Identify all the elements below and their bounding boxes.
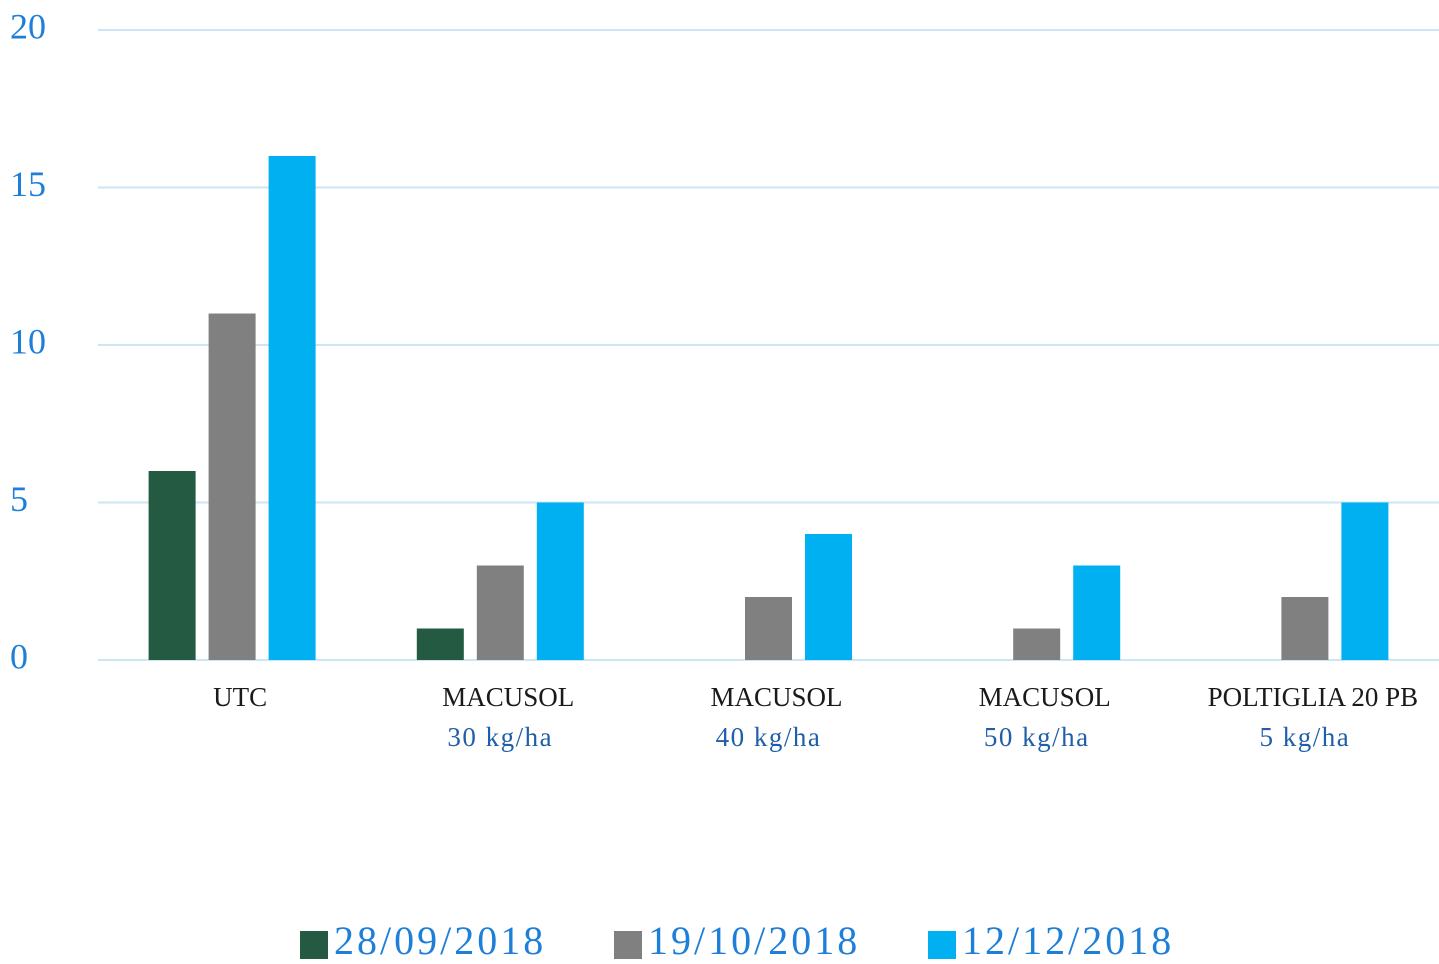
y-tick-label: 20	[10, 6, 46, 46]
bar	[536, 502, 584, 660]
y-tick-label: 0	[10, 636, 28, 676]
legend-label: 19/10/2018	[648, 918, 860, 963]
legend-label: 12/12/2018	[962, 918, 1174, 963]
x-tick-label: MACUSOL	[710, 682, 842, 712]
bar	[805, 534, 852, 660]
bar	[148, 471, 196, 660]
x-tick-label: UTC	[213, 682, 267, 712]
x-tick-label: 50 kg/ha	[984, 722, 1090, 752]
bar	[208, 313, 256, 660]
x-tick-label: 40 kg/ha	[716, 722, 822, 752]
y-tick-label: 15	[10, 164, 46, 204]
x-tick-label: POLTIGLIA 20 PB	[1208, 682, 1419, 712]
y-tick-label: 10	[10, 321, 46, 361]
legend-swatch	[614, 931, 642, 959]
bar	[268, 156, 316, 660]
x-tick-label: MACUSOL	[979, 682, 1111, 712]
bar	[476, 565, 524, 660]
bar	[1013, 628, 1061, 660]
x-tick-label: MACUSOL	[442, 682, 574, 712]
legend-swatch	[300, 931, 328, 959]
x-tick-label: 5 kg/ha	[1260, 722, 1351, 752]
bar	[1281, 597, 1329, 660]
bar	[1341, 502, 1389, 660]
bar	[416, 628, 464, 660]
legend-label: 28/09/2018	[334, 918, 546, 963]
bar	[1073, 565, 1121, 660]
legend-swatch	[928, 931, 956, 959]
bar	[745, 597, 792, 660]
x-tick-label: 30 kg/ha	[447, 722, 553, 752]
y-tick-label: 5	[10, 479, 28, 519]
